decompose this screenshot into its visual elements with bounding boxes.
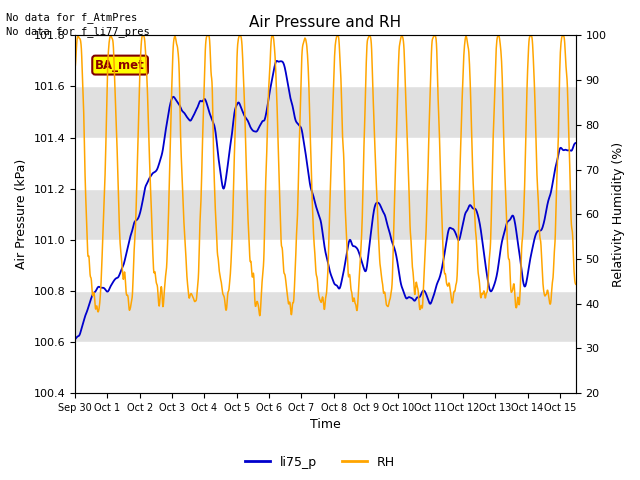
Bar (75, 291, 576, 342)
Bar (75, 189, 576, 240)
Y-axis label: Air Pressure (kPa): Air Pressure (kPa) (15, 159, 28, 269)
Title: Air Pressure and RH: Air Pressure and RH (250, 15, 401, 30)
Y-axis label: Relativity Humidity (%): Relativity Humidity (%) (612, 142, 625, 287)
Bar (75, 86, 576, 138)
Text: No data for f_AtmPres: No data for f_AtmPres (6, 12, 138, 23)
Text: No data for f_li77_pres: No data for f_li77_pres (6, 26, 150, 37)
Text: BA_met: BA_met (95, 59, 145, 72)
X-axis label: Time: Time (310, 419, 340, 432)
Legend: li75_p, RH: li75_p, RH (240, 451, 400, 474)
